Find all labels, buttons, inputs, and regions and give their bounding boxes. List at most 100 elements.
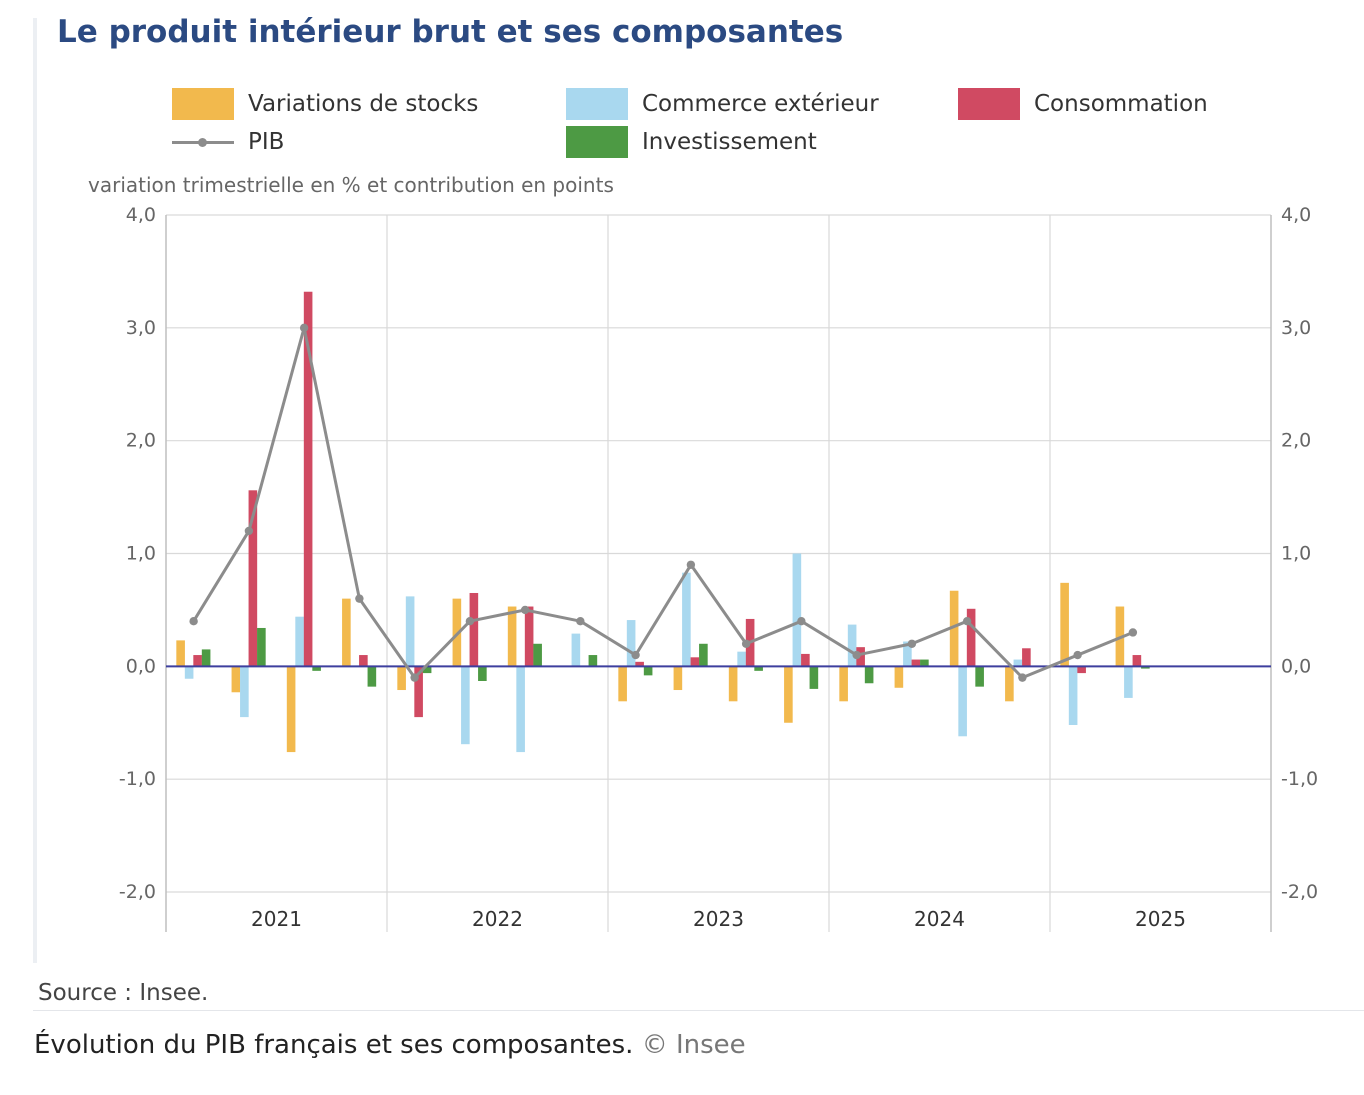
y-tick-label-left: 1,0 bbox=[126, 543, 156, 565]
bar-investissement bbox=[533, 643, 542, 667]
bar-variations-de-stocks bbox=[176, 640, 185, 667]
bar-consommation bbox=[248, 490, 258, 667]
bar-commerce-exterieur bbox=[295, 616, 304, 667]
bar-consommation bbox=[690, 657, 700, 667]
caption-credit: © Insee bbox=[641, 1030, 746, 1060]
bar-variations-de-stocks bbox=[673, 666, 683, 691]
bar-investissement bbox=[699, 643, 708, 667]
y-tick-label-left: 4,0 bbox=[126, 204, 156, 226]
bar-commerce-exterieur bbox=[1013, 659, 1023, 667]
bar-commerce-exterieur bbox=[626, 620, 636, 667]
bar-consommation bbox=[469, 592, 479, 667]
pib-point bbox=[410, 673, 419, 682]
pib-point bbox=[520, 605, 530, 615]
figure-divider bbox=[33, 1010, 1364, 1011]
x-tick-label-year: 2025 bbox=[1135, 907, 1186, 931]
bar-investissement bbox=[1141, 666, 1150, 669]
bar-commerce-exterieur bbox=[240, 666, 249, 718]
pib-point bbox=[686, 560, 696, 569]
legend-label-pib: PIB bbox=[248, 129, 285, 155]
bar-commerce-exterieur bbox=[516, 666, 525, 753]
legend-item-commerce-exterieur[interactable]: Commerce extérieur bbox=[566, 88, 879, 120]
bar-consommation bbox=[1077, 666, 1086, 674]
pib-point bbox=[962, 617, 972, 626]
bar-variations-de-stocks bbox=[397, 666, 406, 691]
pib-point bbox=[1128, 628, 1138, 637]
pib-point bbox=[1018, 673, 1027, 682]
bar-layer bbox=[176, 291, 1150, 753]
pib-point bbox=[741, 639, 751, 648]
bar-investissement bbox=[588, 655, 598, 667]
bar-investissement bbox=[975, 666, 984, 687]
pib-point bbox=[189, 617, 198, 626]
bar-consommation bbox=[1132, 655, 1142, 667]
chart-title: Le produit intérieur brut et ses composa… bbox=[57, 14, 844, 50]
bar-investissement bbox=[422, 666, 432, 674]
y-tick-label-right: -2,0 bbox=[1281, 881, 1318, 903]
bar-consommation bbox=[414, 666, 423, 718]
figure-left-border bbox=[33, 18, 37, 963]
pib-point bbox=[576, 617, 585, 626]
x-tick-label-year: 2023 bbox=[693, 907, 744, 931]
bar-consommation bbox=[635, 661, 644, 667]
bar-commerce-exterieur bbox=[903, 641, 912, 667]
y-tick-label-left: 0,0 bbox=[126, 655, 156, 677]
y-tick-label-right: 2,0 bbox=[1281, 430, 1311, 452]
legend-item-pib[interactable]: PIB bbox=[172, 126, 284, 158]
pib-point bbox=[852, 650, 861, 660]
bar-investissement bbox=[312, 666, 321, 671]
bar-consommation bbox=[193, 655, 202, 667]
bar-commerce-exterieur bbox=[737, 651, 746, 667]
pib-line-layer bbox=[189, 323, 1138, 682]
bar-commerce-exterieur bbox=[792, 553, 802, 667]
legend-label-investissement: Investissement bbox=[642, 129, 817, 155]
bar-variations-de-stocks bbox=[1005, 666, 1014, 702]
source-note: Source : Insee. bbox=[38, 980, 209, 1006]
pib-line bbox=[192, 326, 1134, 680]
bar-commerce-exterieur bbox=[405, 596, 415, 667]
bar-investissement bbox=[367, 666, 377, 687]
bar-investissement bbox=[257, 627, 266, 667]
bar-consommation bbox=[303, 291, 313, 667]
caption-text: Évolution du PIB français et ses composa… bbox=[34, 1030, 634, 1060]
y-tick-label-left: 2,0 bbox=[126, 430, 156, 452]
figure-caption: Évolution du PIB français et ses composa… bbox=[34, 1030, 746, 1060]
legend-line-pib bbox=[172, 126, 234, 158]
y-tick-label-left: -1,0 bbox=[119, 768, 156, 790]
bar-investissement bbox=[643, 666, 653, 676]
bar-investissement bbox=[864, 666, 874, 684]
bar-commerce-exterieur bbox=[1124, 666, 1133, 698]
grid-layer bbox=[165, 214, 1272, 932]
bar-variations-de-stocks bbox=[949, 590, 959, 667]
pib-point bbox=[797, 617, 806, 626]
bar-commerce-exterieur bbox=[571, 633, 581, 667]
axis-label-layer: 4,0 4,0 3,0 3,0 2,0 2,0 1,0 1,0 0,0 0,0 -1,0 -1,0 -2… bbox=[119, 204, 1318, 931]
bar-variations-de-stocks bbox=[231, 666, 241, 693]
bar-consommation bbox=[359, 655, 368, 667]
pib-point bbox=[907, 639, 917, 648]
y-tick-label-right: -1,0 bbox=[1281, 768, 1318, 790]
y-tick-label-right: 1,0 bbox=[1281, 543, 1311, 565]
legend-item-investissement[interactable]: Investissement bbox=[566, 126, 817, 158]
x-tick-label-year: 2024 bbox=[914, 907, 965, 931]
legend-label-consommation: Consommation bbox=[1034, 91, 1208, 117]
bar-variations-de-stocks bbox=[894, 666, 904, 688]
legend-item-consommation[interactable]: Consommation bbox=[958, 88, 1208, 120]
bar-variations-de-stocks bbox=[728, 666, 738, 702]
bar-variations-de-stocks bbox=[1060, 582, 1069, 667]
legend-item-variations-de-stocks[interactable]: Variations de stocks bbox=[172, 88, 478, 120]
bar-consommation bbox=[524, 606, 534, 667]
legend-label-variations-de-stocks: Variations de stocks bbox=[248, 91, 479, 117]
bar-commerce-exterieur bbox=[682, 572, 691, 667]
pib-point bbox=[355, 594, 364, 603]
pib-point bbox=[244, 526, 254, 536]
bar-consommation bbox=[801, 653, 810, 667]
y-axis-title: variation trimestrielle en % et contribu… bbox=[88, 173, 614, 197]
legend-swatch-consommation bbox=[958, 88, 1020, 120]
bar-commerce-exterieur bbox=[461, 666, 470, 745]
pib-point bbox=[299, 323, 309, 333]
bar-variations-de-stocks bbox=[839, 666, 848, 702]
bar-commerce-exterieur bbox=[1068, 666, 1078, 725]
bar-investissement bbox=[754, 666, 763, 671]
pib-point bbox=[465, 617, 475, 626]
